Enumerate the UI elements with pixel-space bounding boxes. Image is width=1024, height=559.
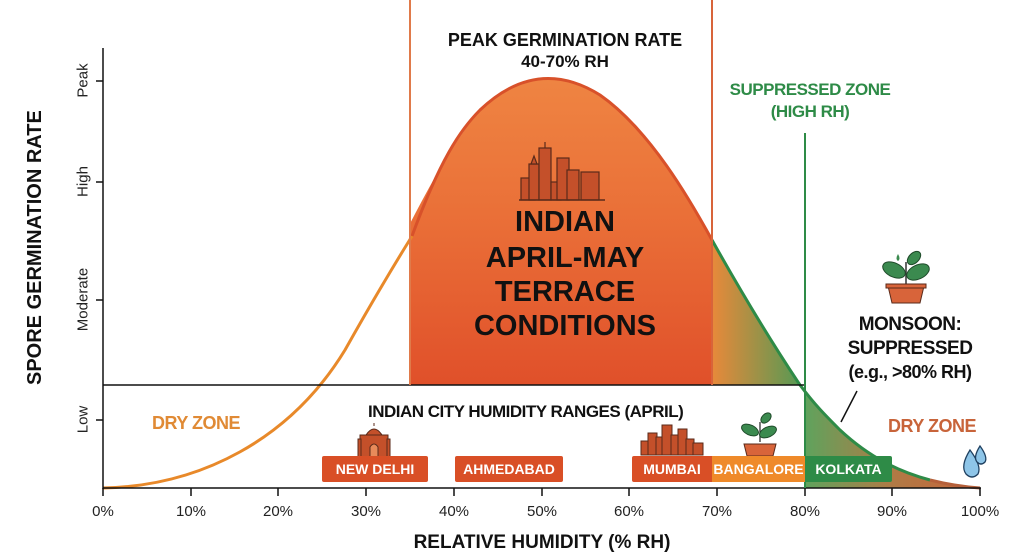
xtick-80: 80% — [789, 503, 821, 520]
center-label-line1: INDIAN — [515, 206, 615, 238]
x-ticks — [102, 488, 981, 496]
city-badge-bangalore: BANGALORE — [712, 456, 805, 482]
dry-zone-right: DRY ZONE — [888, 416, 977, 436]
potted-plant-icon — [882, 250, 930, 304]
peak-subtitle: 40-70% RH — [521, 52, 609, 71]
ytick-high: High — [74, 166, 92, 197]
xtick-100: 100% — [960, 503, 1000, 520]
xtick-40: 40% — [438, 503, 470, 520]
suppressed-subtitle: (HIGH RH) — [770, 102, 850, 121]
x-axis-title: RELATIVE HUMIDITY (% RH) — [413, 532, 671, 553]
xtick-70: 70% — [701, 503, 733, 520]
city-skyline-icon — [519, 142, 605, 201]
ytick-peak: Peak — [74, 63, 92, 98]
city-badge-new-delhi: NEW DELHI — [322, 456, 428, 482]
ytick-low: Low — [74, 405, 92, 434]
dry-zone-left: DRY ZONE — [152, 413, 241, 433]
monsoon-pointer — [840, 390, 858, 423]
city-ranges-title: INDIAN CITY HUMIDITY RANGES (APRIL) — [368, 402, 684, 421]
monument-icon — [357, 423, 391, 458]
monsoon-label-line2: SUPPRESSED — [847, 338, 973, 359]
peak-title: PEAK GERMINATION RATE — [447, 30, 683, 50]
xtick-90: 90% — [876, 503, 908, 520]
suppressed-title: SUPPRESSED ZONE — [729, 80, 891, 99]
y-axis-title: SPORE GERMINATION RATE — [24, 110, 46, 385]
center-label-line2: APRIL-MAY — [485, 242, 645, 274]
monsoon-label-line1: MONSOON: — [858, 314, 962, 335]
water-drops-icon — [963, 444, 987, 478]
city-badge-kolkata: KOLKATA — [805, 456, 892, 482]
xtick-20: 20% — [262, 503, 294, 520]
curve-peak — [410, 76, 714, 241]
center-label-line4: CONDITIONS — [473, 310, 657, 342]
xtick-30: 30% — [350, 503, 382, 520]
mumbai-skyline-icon — [640, 424, 704, 456]
monsoon-label-line3: (e.g., >80% RH) — [848, 362, 972, 382]
center-label-line3: TERRACE — [494, 276, 636, 308]
city-badge-ahmedabad: AHMEDABAD — [455, 456, 563, 482]
ytick-moderate: Moderate — [74, 267, 92, 332]
xtick-60: 60% — [613, 503, 645, 520]
xtick-0: 0% — [92, 503, 114, 520]
potted-plant-icon-small — [741, 412, 777, 457]
xtick-10: 10% — [175, 503, 207, 520]
city-badge-mumbai: MUMBAI — [632, 456, 712, 482]
curve-dry-left — [102, 235, 414, 490]
xtick-50: 50% — [526, 503, 558, 520]
